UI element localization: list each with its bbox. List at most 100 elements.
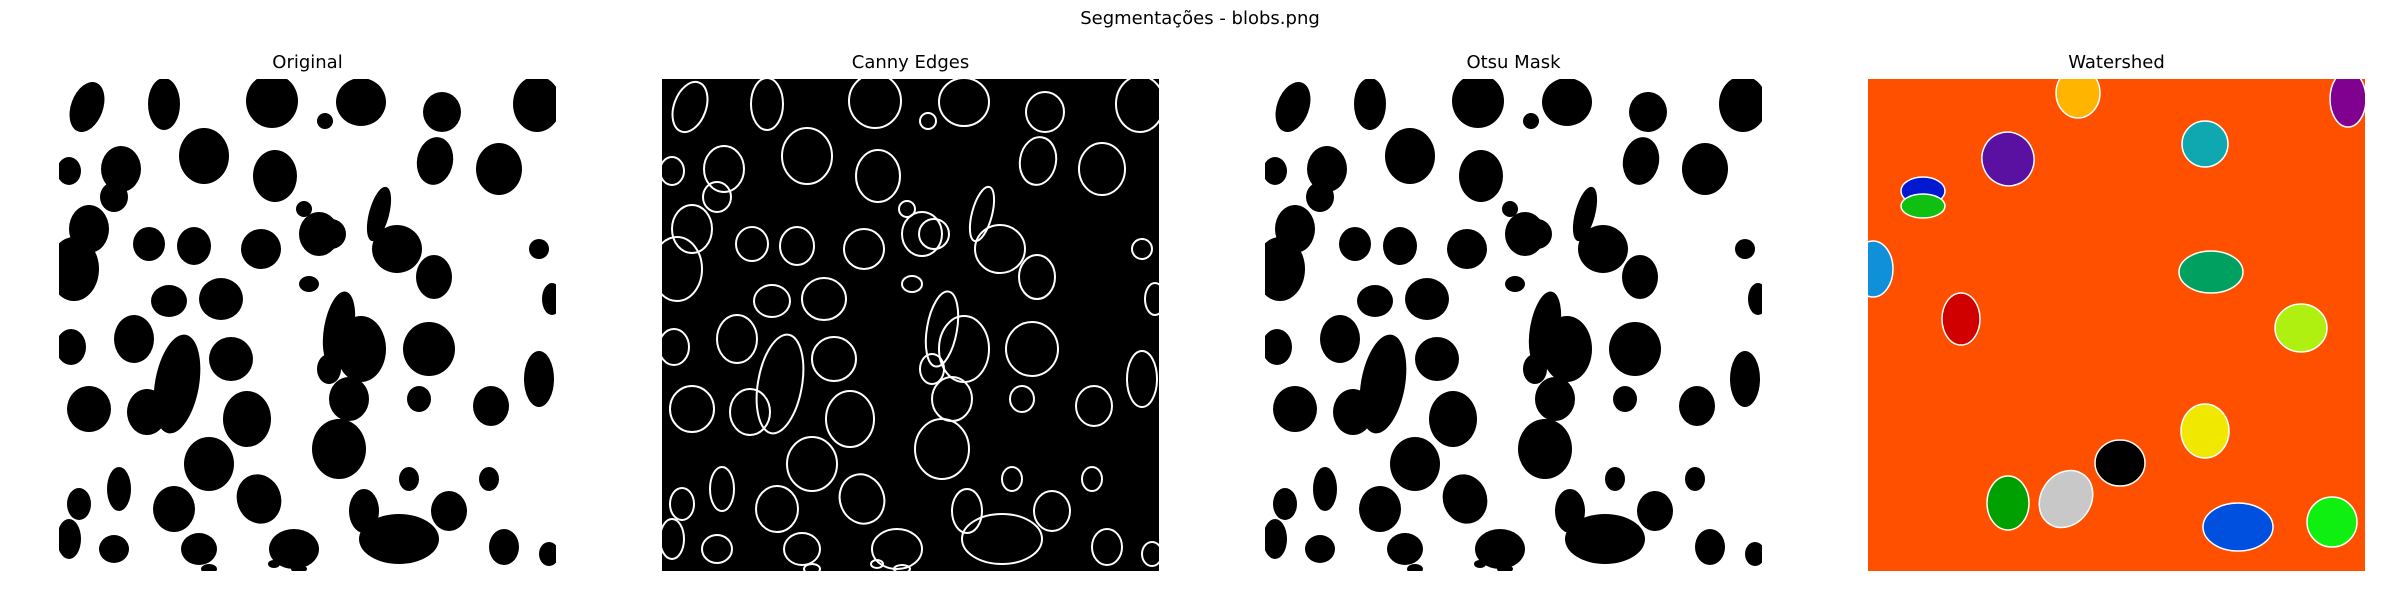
blob (1682, 143, 1728, 195)
blob (223, 391, 271, 447)
blob (336, 79, 386, 126)
blob (1523, 354, 1547, 384)
blob (1357, 285, 1393, 317)
canny-edges-panel (662, 79, 1159, 571)
blob (1505, 276, 1525, 292)
blob (1622, 255, 1658, 299)
otsu-mask-panel (1265, 79, 1762, 571)
blob (1447, 229, 1487, 269)
otsu-mask-image (1265, 79, 1762, 571)
watershed-region (2307, 497, 2357, 547)
blob (1459, 150, 1503, 202)
blob (1339, 227, 1371, 261)
blob (372, 225, 422, 273)
blob (1333, 389, 1373, 435)
blob (1405, 278, 1449, 320)
blob (199, 278, 243, 320)
blob (184, 437, 234, 491)
watershed-panel (1868, 79, 2365, 571)
blob (179, 128, 229, 184)
watershed-region (2095, 440, 2145, 486)
blob (253, 150, 297, 202)
blob (1359, 486, 1401, 532)
blob (1735, 239, 1755, 259)
blob (479, 467, 499, 491)
blob (431, 491, 467, 531)
blob (529, 239, 549, 259)
blob (336, 316, 386, 382)
blob (241, 229, 281, 269)
watershed-region (2182, 121, 2228, 167)
blob (151, 285, 187, 317)
blob (1542, 79, 1592, 126)
blob (1273, 386, 1317, 432)
panel-title-original: Original (59, 52, 556, 73)
blob (100, 182, 128, 212)
blob (1385, 128, 1435, 184)
blob (1306, 182, 1334, 212)
blob (407, 386, 431, 412)
blob (1305, 535, 1335, 563)
blob (296, 201, 312, 217)
panel-title-watershed: Watershed (1868, 52, 2365, 73)
watershed-region (2275, 304, 2327, 352)
blob (99, 535, 129, 563)
blob (1320, 315, 1360, 363)
blob (1542, 316, 1592, 382)
blob (1578, 225, 1628, 273)
blob (1415, 337, 1459, 381)
blob (1313, 467, 1337, 511)
blob (1390, 437, 1440, 491)
blob (1273, 488, 1297, 520)
blob (423, 92, 461, 132)
blob (1629, 92, 1667, 132)
blob (1613, 386, 1637, 412)
watershed-region (2203, 503, 2273, 551)
watershed-region (2181, 404, 2229, 458)
canny-edges-image (662, 79, 1159, 571)
blob (399, 467, 419, 491)
blob (1518, 419, 1572, 479)
blob (133, 227, 165, 261)
blob (1609, 322, 1661, 376)
blob (1502, 201, 1518, 217)
watershed-region (1942, 293, 1980, 345)
blob (316, 219, 346, 249)
blob (1523, 113, 1539, 129)
blob (524, 351, 554, 407)
blob (181, 533, 217, 565)
original-image-panel (59, 79, 556, 571)
blob (1605, 467, 1625, 491)
blob (1522, 219, 1552, 249)
blob (127, 389, 167, 435)
panel-title-otsu: Otsu Mask (1265, 52, 1762, 73)
blob (148, 79, 180, 130)
blob (317, 113, 333, 129)
watershed-region (1901, 194, 1945, 218)
original-image (59, 79, 556, 571)
blob (416, 255, 452, 299)
panel-title-canny: Canny Edges (662, 52, 1159, 73)
blob (1535, 377, 1575, 421)
blob (153, 486, 195, 532)
blob (1679, 386, 1715, 426)
blob (312, 419, 366, 479)
blob (268, 560, 280, 568)
blob (67, 386, 111, 432)
blob (177, 227, 211, 265)
blob (67, 488, 91, 520)
blob (473, 386, 509, 426)
blob (476, 143, 522, 195)
blob (317, 354, 341, 384)
blob (1565, 514, 1645, 564)
blob (329, 377, 369, 421)
watershed-image (1868, 79, 2365, 571)
blob (1383, 227, 1417, 265)
blob (1685, 467, 1705, 491)
blob (1429, 391, 1477, 447)
figure-suptitle: Segmentações - blobs.png (0, 8, 2400, 29)
blob (1387, 533, 1423, 565)
blob (209, 337, 253, 381)
blob (114, 315, 154, 363)
blob (359, 514, 439, 564)
